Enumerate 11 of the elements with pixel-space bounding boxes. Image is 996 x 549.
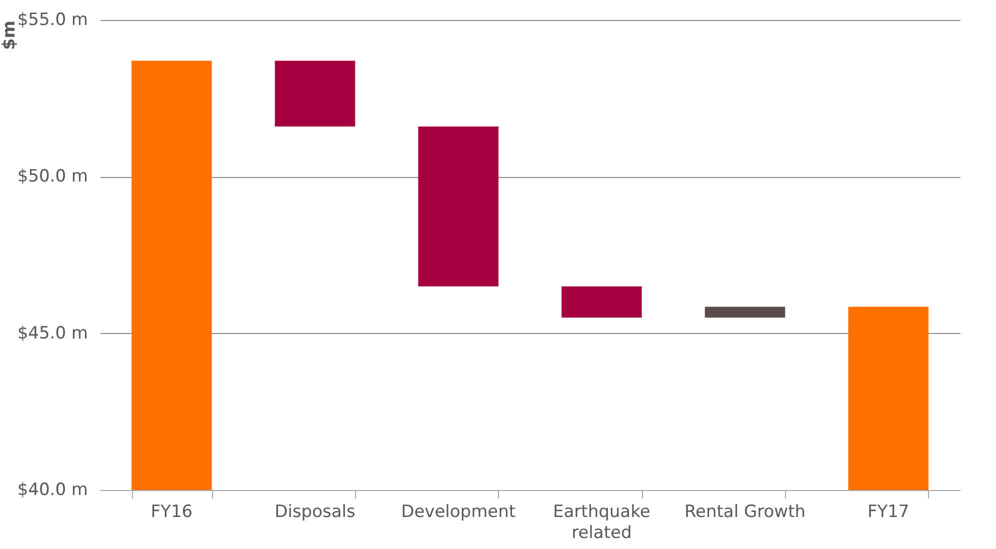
x-tick-label: FY17 [867,502,910,522]
y-axis-title: $m [0,20,20,50]
x-tick-label: FY16 [150,502,193,522]
x-tick-label: Disposals [274,502,356,522]
x-tick-label: Development [401,502,516,522]
x-tick-label: Earthquake related [553,502,650,543]
y-tick-label: $40.0 m [17,480,88,500]
x-tick-label: Rental Growth [684,502,806,522]
y-tick-label: $55.0 m [17,10,88,30]
y-tick-label: $50.0 m [17,166,88,187]
y-tick-label: $45.0 m [17,323,88,344]
